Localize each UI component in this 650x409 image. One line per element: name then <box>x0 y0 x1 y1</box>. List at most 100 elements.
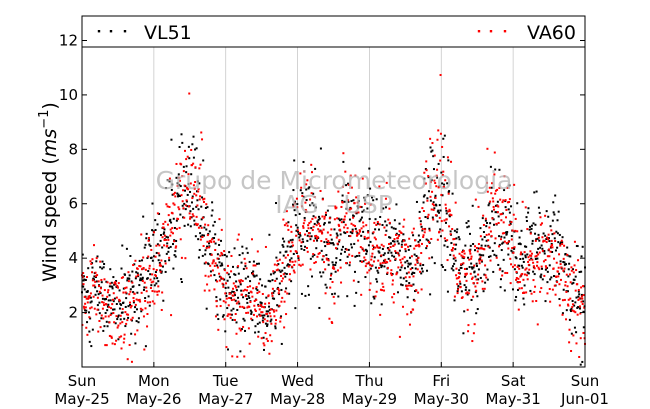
data-point <box>228 251 231 254</box>
data-point <box>192 207 195 210</box>
data-point <box>183 224 186 227</box>
data-point <box>421 207 424 210</box>
data-point <box>233 292 236 295</box>
data-point <box>509 220 512 223</box>
data-point <box>448 210 451 213</box>
data-point <box>521 272 524 275</box>
data-point <box>185 200 188 203</box>
data-point <box>135 320 138 323</box>
data-point <box>475 312 478 315</box>
data-point <box>87 267 90 270</box>
data-point <box>335 232 338 235</box>
data-point <box>117 286 120 289</box>
data-point <box>164 262 167 265</box>
data-point <box>236 308 239 311</box>
data-point <box>167 250 170 253</box>
data-point <box>301 238 304 241</box>
data-point <box>372 260 375 263</box>
data-point <box>530 224 533 227</box>
data-point <box>371 252 374 255</box>
data-point <box>322 271 325 274</box>
data-point <box>161 291 164 294</box>
data-point <box>457 285 460 288</box>
data-point <box>115 315 118 318</box>
data-point <box>238 279 241 282</box>
data-point <box>379 215 382 218</box>
data-point <box>86 276 89 279</box>
data-point <box>130 280 133 283</box>
data-point <box>484 244 487 247</box>
data-point <box>152 280 155 283</box>
data-point <box>245 247 248 250</box>
data-point <box>86 290 89 293</box>
data-point <box>312 225 315 228</box>
data-point <box>270 322 273 325</box>
data-point <box>266 312 269 315</box>
data-point <box>95 280 98 283</box>
data-point <box>226 307 229 310</box>
data-point <box>324 292 327 295</box>
data-point <box>344 223 347 226</box>
data-point <box>328 221 331 224</box>
data-point <box>453 262 456 265</box>
data-point <box>231 355 234 358</box>
legend-label-va60: VA60 <box>527 22 576 44</box>
data-point <box>121 308 124 311</box>
data-point <box>108 334 111 337</box>
data-point <box>354 174 357 177</box>
data-point <box>383 265 386 268</box>
data-point <box>441 194 444 197</box>
data-point <box>396 240 399 243</box>
data-point <box>430 208 433 211</box>
data-point <box>176 184 179 187</box>
data-point <box>426 197 429 200</box>
data-point <box>295 197 298 200</box>
data-point <box>236 266 239 269</box>
data-point <box>485 239 488 242</box>
data-point <box>237 285 240 288</box>
data-point <box>258 313 261 316</box>
data-point <box>447 159 450 162</box>
data-point <box>299 264 302 267</box>
data-point <box>108 321 111 324</box>
data-point <box>472 295 475 298</box>
data-point <box>477 268 480 271</box>
data-point <box>316 239 319 242</box>
data-point <box>150 284 153 287</box>
data-point <box>334 270 337 273</box>
data-point <box>458 276 461 279</box>
data-point <box>288 259 291 262</box>
data-point <box>261 284 264 287</box>
data-point <box>511 247 514 250</box>
data-point <box>221 282 224 285</box>
data-point <box>446 239 449 242</box>
data-point <box>396 237 399 240</box>
data-point <box>185 199 188 202</box>
data-point <box>300 186 303 189</box>
data-point <box>541 278 544 281</box>
data-point <box>482 290 485 293</box>
data-point <box>487 255 490 258</box>
data-point <box>494 189 497 192</box>
data-point <box>191 213 194 216</box>
data-point <box>246 285 249 288</box>
data-point <box>382 254 385 257</box>
data-point <box>151 273 154 276</box>
data-point <box>170 188 173 191</box>
data-point <box>153 231 156 234</box>
data-point <box>532 265 535 268</box>
data-point <box>385 229 388 232</box>
data-point <box>462 262 465 265</box>
data-point <box>556 232 559 235</box>
data-point <box>444 207 447 210</box>
data-point <box>350 243 353 246</box>
data-point <box>303 216 306 219</box>
data-point <box>463 310 466 313</box>
data-point <box>213 274 216 277</box>
data-point <box>431 142 434 145</box>
data-point <box>438 216 441 219</box>
data-point <box>549 300 552 303</box>
data-point <box>157 285 160 288</box>
data-point <box>561 236 564 239</box>
data-point <box>280 315 283 318</box>
